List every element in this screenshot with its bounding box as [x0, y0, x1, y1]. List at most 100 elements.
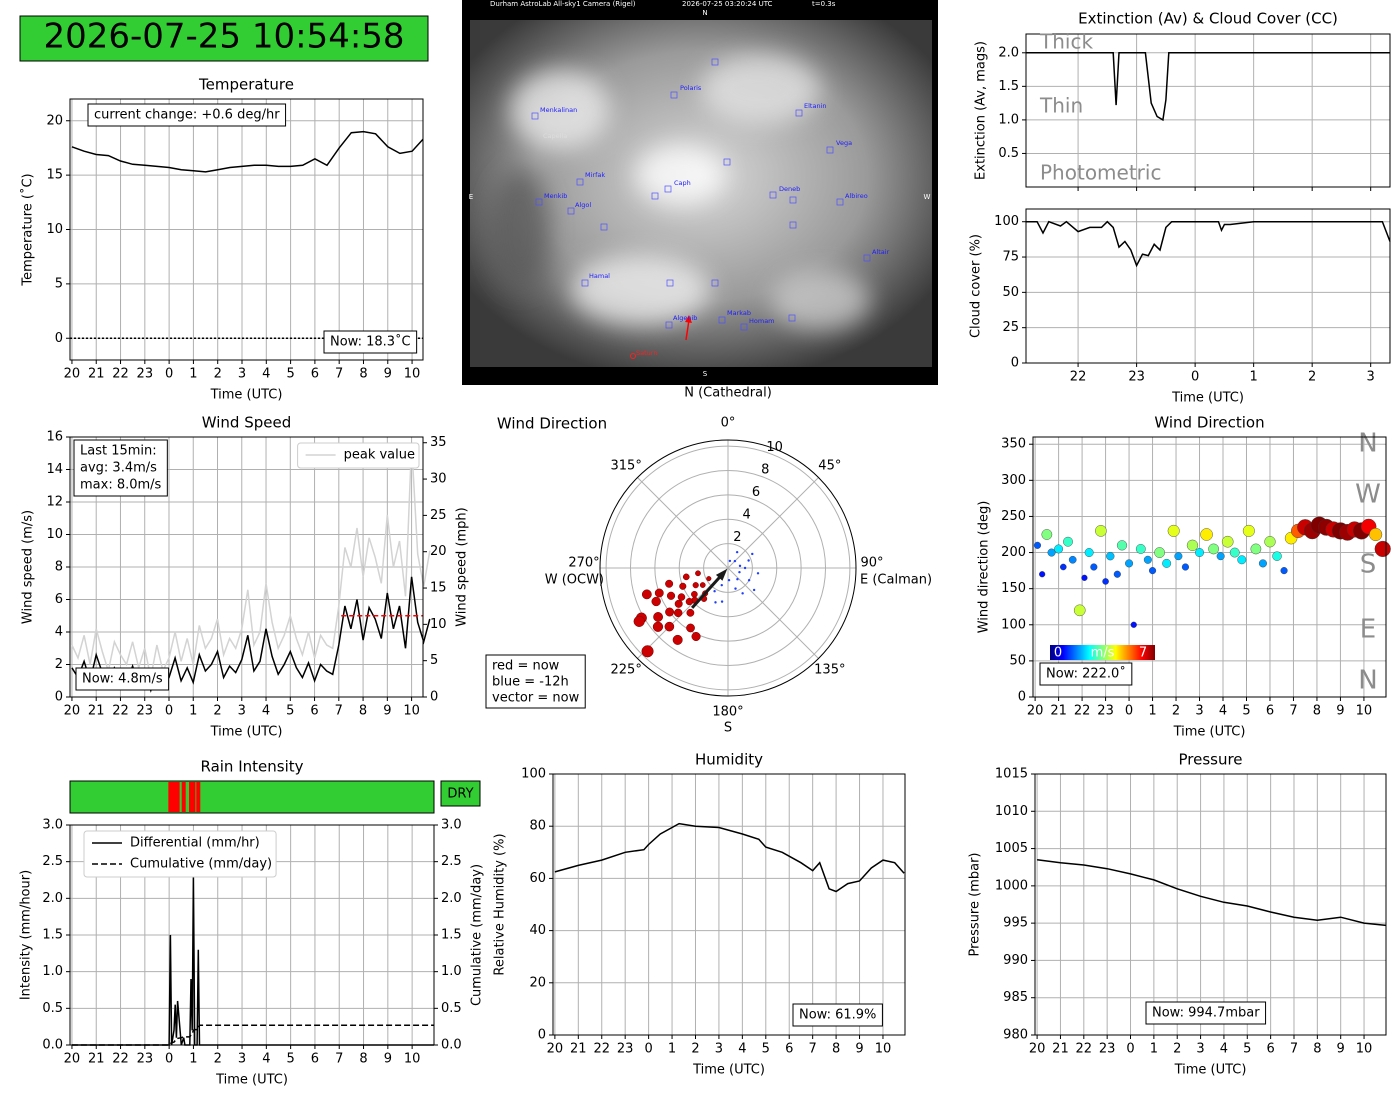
y-tick-label: 2.5 [42, 854, 63, 869]
compass-label: W [1355, 479, 1381, 509]
panel: 20 21 22 23 0 1 2 3 4 5 6 7 8 9 1002468101214160510152… [21, 414, 470, 740]
x-tick-label: 3 [238, 1052, 246, 1067]
line [554, 822, 905, 893]
x-tick-label: 5 [286, 704, 294, 719]
x-tick-label: 3 [1367, 370, 1375, 385]
status-label: DRY [447, 787, 473, 802]
wind-vector [690, 574, 723, 609]
annotation-frame [485, 654, 586, 709]
wind-point [728, 559, 732, 563]
x-tick-label: 0 [1191, 370, 1199, 385]
radial-tick-label: 10 [766, 440, 783, 455]
y-tick-label: 40 [529, 923, 546, 938]
y-tick-label: 60 [529, 871, 546, 886]
star-marker [665, 321, 673, 329]
wind-point [747, 559, 750, 562]
wind-point [677, 593, 686, 601]
radial-tick-label: 4 [743, 507, 751, 522]
x-tick-label: 10 [1356, 704, 1373, 719]
x-tick-label: 7 [1290, 1042, 1298, 1057]
cardinal-label: N (Cathedral) [684, 386, 772, 401]
point [1221, 535, 1234, 548]
angle-tick-label: 225° [611, 662, 642, 677]
star-marker [789, 221, 797, 229]
x-axis-label: Time (UTC) [210, 388, 283, 403]
point [1039, 571, 1046, 578]
y-tick-label: 12 [46, 495, 63, 510]
wind-point [756, 572, 760, 575]
rain-event [196, 782, 201, 812]
polar-frame [599, 439, 857, 697]
wind-point [666, 591, 676, 600]
y2-tick-label: 0.0 [441, 1038, 462, 1053]
y-tick-label: 100 [994, 214, 1019, 229]
y-tick-label: 2.0 [998, 45, 1019, 60]
camera-header: Durham AstroLab All-sky1 Camera (Rigel) [490, 0, 636, 8]
annotation-frame [73, 439, 168, 497]
x-tick-label: 5 [286, 1052, 294, 1067]
y-tick-label: 1015 [995, 767, 1028, 782]
x-tick-label: 5 [1242, 704, 1250, 719]
y-tick-label: 25 [1002, 320, 1019, 335]
point [1135, 544, 1146, 554]
x-tick-label: 0 [165, 367, 173, 382]
y2-tick-label: 35 [430, 435, 447, 450]
point [1229, 547, 1240, 558]
y2-tick-label: 0 [430, 690, 438, 705]
star-marker [718, 316, 726, 324]
x-tick-label: 8 [1313, 1042, 1321, 1057]
y2-tick-label: 2.0 [441, 891, 462, 906]
y-tick-label: 150 [1001, 581, 1026, 596]
y-tick-label: 995 [1003, 916, 1028, 931]
chart-title: Temperature [198, 76, 294, 94]
x-tick-label: 22 [1074, 704, 1091, 719]
panel: 20 21 22 23 0 1 2 3 4 5 6 7 8 9 100.00.51.01.52.02.53.… [19, 758, 485, 1088]
wind-point [736, 578, 739, 581]
x-tick-label: 10 [404, 367, 421, 382]
x-tick-label: 4 [262, 1052, 270, 1067]
y-tick-label: 14 [46, 462, 63, 477]
annotation-frame [1145, 1001, 1267, 1025]
x-tick-label: 5 [762, 1042, 770, 1057]
status-box [440, 780, 481, 807]
x-tick-label: 23 [137, 1052, 154, 1067]
star-marker [740, 323, 748, 331]
x-tick-label: 22 [593, 1042, 610, 1057]
legend-frame [297, 442, 420, 469]
annotation-frame [323, 330, 418, 354]
angle-grid [727, 567, 819, 659]
plot-frame [1032, 436, 1387, 698]
line [71, 130, 424, 173]
point [1200, 528, 1213, 541]
y-tick-label: 1000 [995, 878, 1028, 893]
star-label: Algol [575, 201, 591, 209]
camera-header: 2026-07-25 03:20:24 UTC [682, 0, 773, 8]
x-tick-label: 22 [112, 704, 129, 719]
point [1272, 551, 1282, 561]
wind-point [747, 578, 751, 582]
chart-title: Rain Intensity [200, 758, 303, 776]
y2-tick-label: 0.5 [441, 1001, 462, 1016]
star-marker [788, 314, 796, 322]
x-tick-label: 6 [1266, 1042, 1274, 1057]
annotation-text: Now: 994.7mbar [1152, 1006, 1260, 1021]
point [1148, 567, 1157, 575]
wind-point [695, 570, 701, 577]
y-tick-label: 5 [55, 276, 63, 291]
x-tick-label: 3 [238, 367, 246, 382]
angle-tick-label: 315° [611, 459, 642, 474]
wind-point [665, 607, 675, 617]
wind-point [692, 582, 699, 589]
y-tick-label: 990 [1003, 953, 1028, 968]
y-tick-label: 0 [55, 690, 63, 705]
y-tick-label: 0 [538, 1028, 546, 1043]
x-tick-label: 2 [214, 367, 222, 382]
star-marker [535, 198, 543, 206]
plot-frame [1025, 33, 1391, 188]
star-marker [723, 158, 731, 166]
annotation-frame [792, 1003, 883, 1027]
y-tick-label: 1.0 [998, 112, 1019, 127]
annotation-text: Last 15min: [80, 444, 157, 459]
x-tick-label: 22 [112, 367, 129, 382]
